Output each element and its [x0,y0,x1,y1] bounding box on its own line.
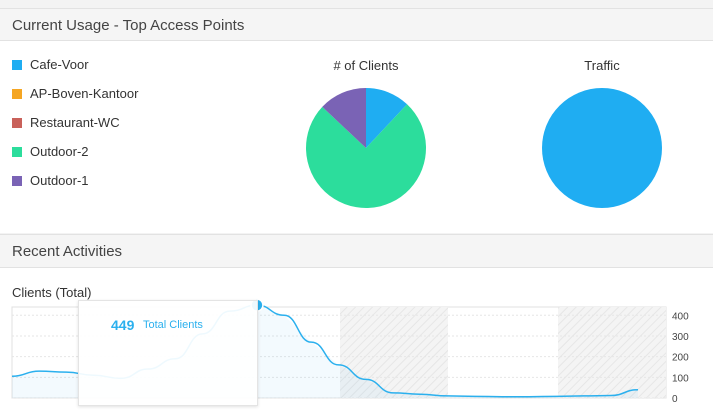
legend-swatch [12,147,22,157]
activities-panel-title: Recent Activities [12,243,123,260]
pie-slice[interactable] [306,104,426,208]
pie-slice[interactable] [366,88,408,148]
legend-label: Cafe-Voor [30,57,89,72]
tooltip-total-value: 449 [111,317,135,333]
legend-swatch [12,89,22,99]
legend-item[interactable]: Restaurant-WC [12,115,138,144]
legend-label: Outdoor-2 [30,144,89,159]
legend-item[interactable]: AP-Boven-Kantoor [12,86,138,115]
usage-panel-title: Current Usage - Top Access Points [12,17,245,34]
traffic-pie-title: Traffic [584,58,620,73]
legend-label: Restaurant-WC [30,115,120,130]
legend-swatch [12,176,22,186]
legend-item[interactable]: Cafe-Voor [12,57,138,86]
tooltip-total-label: Total Clients [143,319,203,331]
usage-panel-header: Current Usage - Top Access Points [0,8,713,41]
pie-slice[interactable] [322,88,366,148]
clients-pie-chart [306,88,426,208]
legend-swatch [12,118,22,128]
access-point-legend: Cafe-Voor AP-Boven-Kantoor Restaurant-WC… [12,57,138,202]
traffic-pie-chart [542,88,662,208]
legend-swatch [12,60,22,70]
chart-tooltip: 449 Total Clients [78,300,258,406]
activities-panel-header: Recent Activities [0,234,713,268]
clients-pie-title: # of Clients [333,58,399,73]
legend-label: AP-Boven-Kantoor [30,86,139,101]
legend-label: Outdoor-1 [30,173,89,188]
legend-item[interactable]: Outdoor-2 [12,144,138,173]
legend-item[interactable]: Outdoor-1 [12,173,138,202]
clients-chart-label: Clients (Total) [12,285,92,300]
pie-slice[interactable] [542,88,662,208]
